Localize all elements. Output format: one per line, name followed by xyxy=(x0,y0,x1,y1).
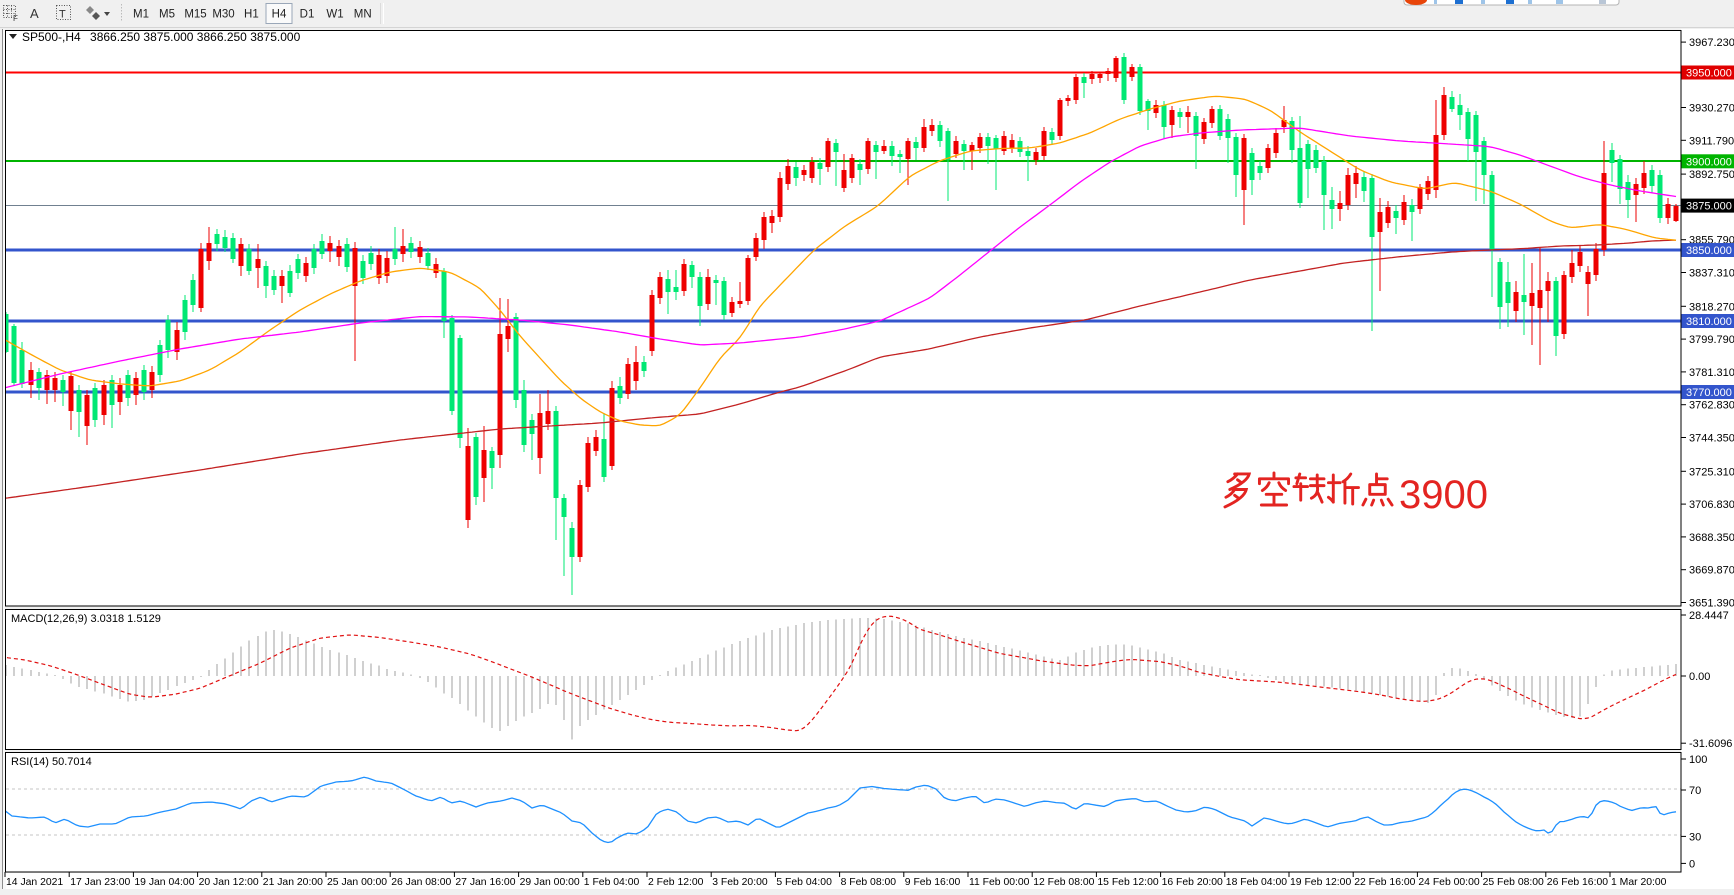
svg-text:RSI(14) 50.7014: RSI(14) 50.7014 xyxy=(11,756,92,768)
svg-text:3770.000: 3770.000 xyxy=(1686,387,1732,399)
svg-text:0.00: 0.00 xyxy=(1689,671,1710,683)
svg-text:9 Feb 16:00: 9 Feb 16:00 xyxy=(905,877,961,888)
svg-text:3967.230: 3967.230 xyxy=(1689,37,1734,49)
svg-text:29 Jan 00:00: 29 Jan 00:00 xyxy=(520,877,580,888)
svg-text:SP500-,H4 3866.250 3875.000 3: SP500-,H4 3866.250 3875.000 3866.250 387… xyxy=(22,30,301,44)
svg-text:1 Feb 04:00: 1 Feb 04:00 xyxy=(584,877,640,888)
svg-text:2 Feb 12:00: 2 Feb 12:00 xyxy=(648,877,704,888)
svg-text:3850.000: 3850.000 xyxy=(1686,245,1732,257)
svg-text:0: 0 xyxy=(1689,858,1695,870)
svg-text:12 Feb 08:00: 12 Feb 08:00 xyxy=(1033,877,1094,888)
svg-text:-31.6096: -31.6096 xyxy=(1689,738,1732,750)
svg-text:MACD(12,26,9) 3.0318 1.5129: MACD(12,26,9) 3.0318 1.5129 xyxy=(11,613,161,625)
svg-text:21 Jan 20:00: 21 Jan 20:00 xyxy=(263,877,323,888)
svg-text:11 Feb 00:00: 11 Feb 00:00 xyxy=(969,877,1030,888)
svg-text:M30: M30 xyxy=(212,9,234,21)
svg-text:F: F xyxy=(13,14,18,23)
svg-text:3799.790: 3799.790 xyxy=(1689,334,1734,346)
svg-text:T: T xyxy=(59,9,66,21)
svg-text:25 Jan 00:00: 25 Jan 00:00 xyxy=(327,877,387,888)
svg-text:M15: M15 xyxy=(184,9,206,21)
svg-text:15 Feb 12:00: 15 Feb 12:00 xyxy=(1097,877,1158,888)
svg-text:3651.390: 3651.390 xyxy=(1689,598,1734,610)
svg-text:3762.830: 3762.830 xyxy=(1689,400,1734,412)
svg-text:3930.270: 3930.270 xyxy=(1689,103,1734,115)
svg-text:18 Feb 04:00: 18 Feb 04:00 xyxy=(1226,877,1287,888)
svg-text:3900.000: 3900.000 xyxy=(1686,156,1732,168)
svg-text:3950.000: 3950.000 xyxy=(1686,68,1732,80)
svg-text:20 Jan 12:00: 20 Jan 12:00 xyxy=(199,877,259,888)
svg-text:16 Feb 20:00: 16 Feb 20:00 xyxy=(1162,877,1223,888)
svg-text:8 Feb 08:00: 8 Feb 08:00 xyxy=(841,877,897,888)
svg-text:3 Feb 20:00: 3 Feb 20:00 xyxy=(712,877,768,888)
svg-text:25 Feb 08:00: 25 Feb 08:00 xyxy=(1483,877,1544,888)
svg-text:17 Jan 23:00: 17 Jan 23:00 xyxy=(70,877,130,888)
svg-text:D1: D1 xyxy=(300,9,315,21)
svg-text:26 Feb 16:00: 26 Feb 16:00 xyxy=(1547,877,1608,888)
svg-text:3669.870: 3669.870 xyxy=(1689,565,1734,577)
svg-text:27 Jan 16:00: 27 Jan 16:00 xyxy=(455,877,515,888)
svg-text:3900: 3900 xyxy=(1399,473,1488,517)
svg-text:M5: M5 xyxy=(159,9,175,21)
svg-text:3744.350: 3744.350 xyxy=(1689,433,1734,445)
svg-text:19 Feb 12:00: 19 Feb 12:00 xyxy=(1290,877,1351,888)
svg-text:3810.000: 3810.000 xyxy=(1686,316,1732,328)
svg-text:14 Jan 2021: 14 Jan 2021 xyxy=(6,877,63,888)
svg-text:3818.270: 3818.270 xyxy=(1689,301,1734,313)
svg-text:24 Feb 00:00: 24 Feb 00:00 xyxy=(1418,877,1479,888)
svg-text:28.4447: 28.4447 xyxy=(1689,610,1729,622)
svg-text:3706.830: 3706.830 xyxy=(1689,499,1734,511)
svg-text:H4: H4 xyxy=(272,9,287,21)
svg-text:W1: W1 xyxy=(326,9,343,21)
svg-text:A: A xyxy=(30,6,39,21)
svg-text:22 Feb 16:00: 22 Feb 16:00 xyxy=(1354,877,1415,888)
svg-text:3837.310: 3837.310 xyxy=(1689,268,1734,280)
svg-text:3688.350: 3688.350 xyxy=(1689,532,1734,544)
svg-text:30: 30 xyxy=(1689,831,1701,843)
svg-text:3875.000: 3875.000 xyxy=(1686,201,1732,213)
svg-text:5 Feb 04:00: 5 Feb 04:00 xyxy=(776,877,832,888)
svg-text:19 Jan 04:00: 19 Jan 04:00 xyxy=(134,877,194,888)
svg-text:70: 70 xyxy=(1689,785,1701,797)
svg-text:3892.750: 3892.750 xyxy=(1689,169,1734,181)
svg-text:3911.790: 3911.790 xyxy=(1689,135,1734,147)
svg-text:H1: H1 xyxy=(244,9,259,21)
svg-text:100: 100 xyxy=(1689,754,1707,766)
svg-text:MN: MN xyxy=(354,9,372,21)
svg-text:3725.310: 3725.310 xyxy=(1689,466,1734,478)
svg-text:M1: M1 xyxy=(133,9,149,21)
svg-text:26 Jan 08:00: 26 Jan 08:00 xyxy=(391,877,451,888)
svg-text:3781.310: 3781.310 xyxy=(1689,367,1734,379)
svg-text:1 Mar 20:00: 1 Mar 20:00 xyxy=(1611,877,1667,888)
